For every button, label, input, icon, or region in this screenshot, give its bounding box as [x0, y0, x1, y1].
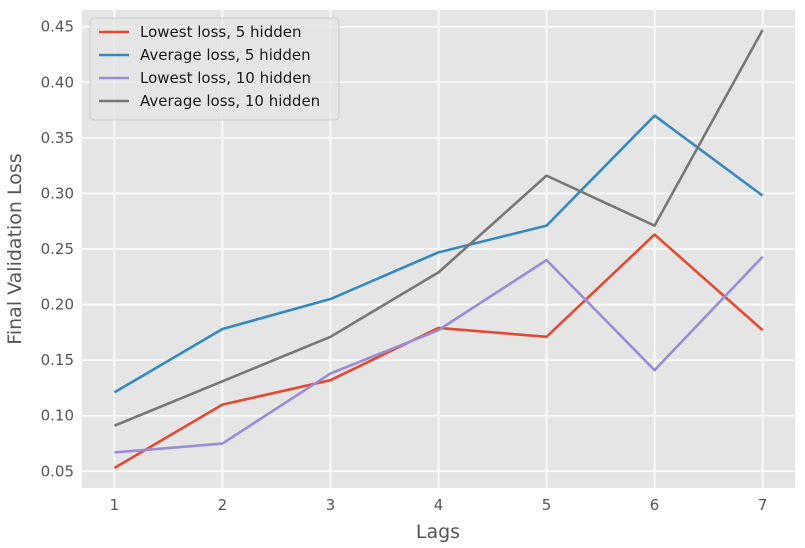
x-tick-label: 4: [434, 496, 444, 514]
x-tick-label: 6: [650, 496, 660, 514]
legend-label: Average loss, 10 hidden: [140, 92, 320, 110]
y-axis-label: Final Validation Loss: [4, 153, 26, 344]
x-tick-label: 7: [758, 496, 768, 514]
series-lines: [113, 29, 764, 470]
y-tick-label: 0.30: [41, 184, 74, 202]
series-line-4: [113, 29, 764, 427]
x-tick-label: 2: [218, 496, 228, 514]
legend-label: Lowest loss, 10 hidden: [140, 69, 311, 87]
y-tick-label: 0.15: [41, 351, 74, 369]
y-tick-label: 0.45: [41, 18, 74, 36]
series-line-2: [113, 114, 764, 394]
y-tick-label: 0.20: [41, 296, 74, 314]
legend-box: [89, 17, 340, 121]
x-axis-label: Lags: [416, 521, 460, 543]
x-tick-label: 3: [326, 496, 336, 514]
series-line-1: [113, 233, 764, 470]
y-tick-labels: 0.05 0.10 0.15 0.20 0.25 0.30 0.35 0.40 0.45: [41, 18, 74, 481]
y-tick-label: 0.25: [41, 240, 74, 258]
x-tick-label: 1: [110, 496, 120, 514]
legend: Lowest loss, 5 hidden Average loss, 5 hid…: [89, 17, 340, 121]
legend-label: Average loss, 5 hidden: [140, 46, 311, 64]
x-tick-label: 5: [542, 496, 552, 514]
y-tick-label: 0.10: [41, 407, 74, 425]
legend-label: Lowest loss, 5 hidden: [140, 23, 302, 41]
y-tick-label: 0.35: [41, 129, 74, 147]
y-tick-label: 0.40: [41, 73, 74, 91]
x-tick-labels: 1 2 3 4 5 6 7: [110, 496, 768, 514]
y-tick-label: 0.05: [41, 462, 74, 480]
series-line-3: [114, 255, 764, 454]
